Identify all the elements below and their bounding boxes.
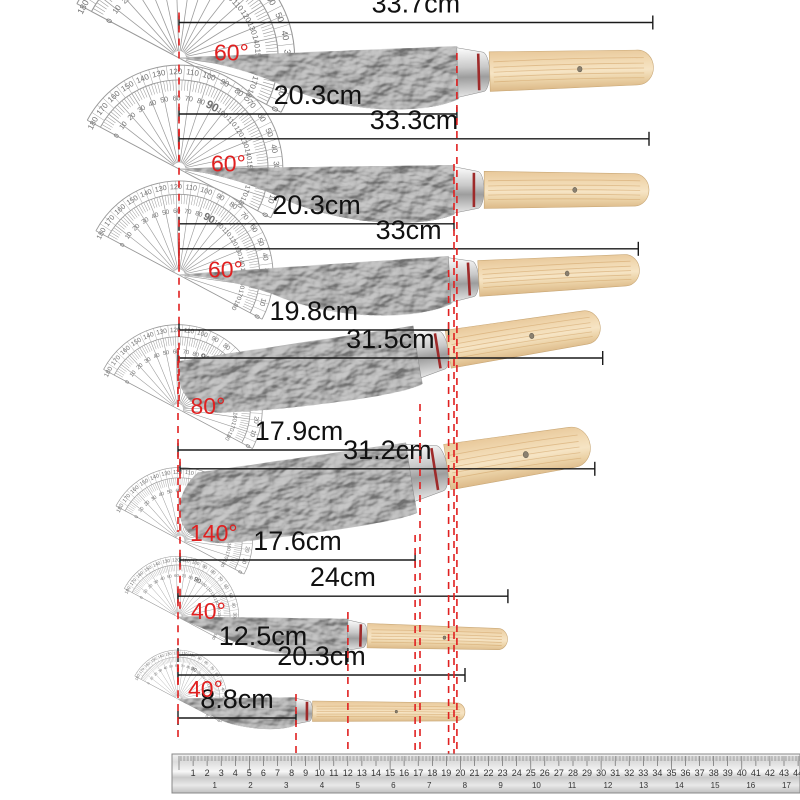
svg-text:17.6cm: 17.6cm (253, 526, 342, 556)
svg-text:20.3cm: 20.3cm (272, 190, 361, 220)
svg-text:140°: 140° (190, 520, 238, 546)
svg-text:6: 6 (391, 781, 396, 790)
svg-text:15: 15 (711, 781, 720, 790)
svg-text:16: 16 (746, 781, 755, 790)
svg-text:10: 10 (532, 781, 541, 790)
svg-text:12: 12 (343, 768, 353, 778)
svg-text:27: 27 (554, 768, 564, 778)
svg-text:14: 14 (675, 781, 684, 790)
svg-text:22: 22 (483, 768, 493, 778)
svg-text:30: 30 (596, 768, 606, 778)
svg-text:44: 44 (793, 768, 800, 778)
svg-text:17.9cm: 17.9cm (255, 416, 344, 446)
svg-text:60°: 60° (214, 40, 249, 66)
svg-text:6: 6 (261, 768, 266, 778)
svg-text:32: 32 (624, 768, 634, 778)
svg-text:26: 26 (540, 768, 550, 778)
svg-text:33cm: 33cm (376, 215, 442, 245)
svg-text:25: 25 (526, 768, 536, 778)
svg-text:15: 15 (385, 768, 395, 778)
svg-text:31.5cm: 31.5cm (346, 324, 435, 354)
svg-text:16: 16 (399, 768, 409, 778)
svg-text:31.2cm: 31.2cm (343, 435, 432, 465)
svg-text:11: 11 (568, 781, 577, 790)
svg-text:5: 5 (355, 781, 360, 790)
svg-text:11: 11 (329, 768, 338, 778)
svg-text:13: 13 (639, 781, 648, 790)
svg-text:4: 4 (233, 768, 238, 778)
svg-text:8: 8 (289, 768, 294, 778)
svg-text:2: 2 (248, 781, 253, 790)
svg-text:3: 3 (219, 768, 224, 778)
svg-text:17: 17 (413, 768, 423, 778)
svg-text:41: 41 (751, 768, 761, 778)
svg-text:37: 37 (695, 768, 705, 778)
svg-text:20: 20 (455, 768, 465, 778)
svg-text:12: 12 (603, 781, 612, 790)
svg-text:20.3cm: 20.3cm (277, 641, 366, 671)
svg-text:33.3cm: 33.3cm (370, 105, 459, 135)
svg-text:9: 9 (303, 768, 308, 778)
svg-text:14: 14 (371, 768, 381, 778)
svg-text:39: 39 (723, 768, 733, 778)
svg-text:7: 7 (427, 781, 432, 790)
svg-text:34: 34 (652, 768, 662, 778)
svg-text:28: 28 (568, 768, 578, 778)
svg-text:40°: 40° (188, 676, 223, 702)
svg-text:24: 24 (512, 768, 522, 778)
svg-text:20.3cm: 20.3cm (274, 80, 363, 110)
svg-text:1: 1 (212, 781, 217, 790)
svg-text:8: 8 (463, 781, 468, 790)
svg-text:13: 13 (357, 768, 367, 778)
svg-text:33.7cm: 33.7cm (372, 0, 461, 19)
svg-text:43: 43 (779, 768, 789, 778)
svg-text:60°: 60° (208, 257, 243, 283)
svg-text:38: 38 (709, 768, 719, 778)
svg-text:5: 5 (247, 768, 252, 778)
svg-text:40°: 40° (191, 598, 226, 624)
svg-text:17: 17 (782, 781, 791, 790)
svg-text:23: 23 (498, 768, 508, 778)
svg-text:1: 1 (191, 768, 196, 778)
svg-text:10: 10 (315, 768, 325, 778)
svg-text:31: 31 (610, 768, 620, 778)
svg-text:7: 7 (275, 768, 280, 778)
svg-text:29: 29 (582, 768, 592, 778)
svg-text:19.8cm: 19.8cm (270, 296, 359, 326)
svg-text:36: 36 (680, 768, 690, 778)
svg-text:9: 9 (498, 781, 503, 790)
svg-text:24cm: 24cm (310, 562, 376, 592)
svg-text:80°: 80° (191, 393, 226, 419)
svg-text:3: 3 (284, 781, 289, 790)
svg-text:42: 42 (765, 768, 775, 778)
svg-text:18: 18 (427, 768, 437, 778)
svg-text:19: 19 (441, 768, 451, 778)
svg-text:4: 4 (320, 781, 325, 790)
svg-text:2: 2 (205, 768, 210, 778)
svg-text:40: 40 (737, 768, 747, 778)
svg-text:60°: 60° (211, 151, 246, 177)
svg-text:21: 21 (469, 768, 479, 778)
svg-text:35: 35 (666, 768, 676, 778)
svg-text:33: 33 (638, 768, 648, 778)
